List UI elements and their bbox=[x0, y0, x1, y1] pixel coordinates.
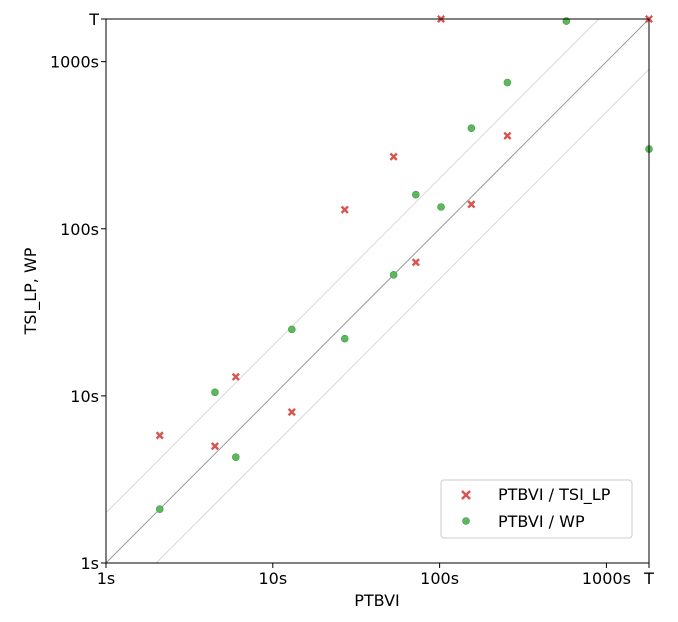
y-axis-title: TSI_LP, WP bbox=[21, 247, 41, 335]
legend-label-series-1: PTBVI / TSI_LP bbox=[498, 485, 611, 505]
legend: PTBVI / TSI_LP PTBVI / WP bbox=[440, 479, 633, 539]
point-series-2-6 bbox=[412, 190, 420, 199]
reference-lines bbox=[105, 18, 650, 564]
legend-box bbox=[440, 479, 633, 539]
point-series-1-0 bbox=[155, 431, 164, 440]
point-series-1-2 bbox=[231, 372, 240, 381]
reference-line-2 bbox=[155, 68, 650, 564]
legend-label-series-2: PTBVI / WP bbox=[498, 512, 585, 531]
point-series-1-4 bbox=[340, 205, 349, 214]
plot-area-frame bbox=[105, 18, 650, 564]
point-series-2-0 bbox=[155, 505, 164, 513]
x-tick-label-1: 10s bbox=[258, 569, 287, 588]
x-axis-title: PTBVI bbox=[354, 591, 400, 610]
y-tick-label-4: T bbox=[88, 10, 99, 29]
point-series-2-4 bbox=[340, 334, 349, 343]
data-markers bbox=[155, 14, 654, 513]
legend-marker-wp-circle-icon bbox=[462, 517, 470, 525]
point-series-2-3 bbox=[288, 325, 296, 334]
y-tick-label-1: 10s bbox=[70, 387, 99, 406]
x-tick-label-3: 1000s bbox=[582, 569, 631, 588]
point-series-2-9 bbox=[503, 78, 512, 87]
point-series-1-9 bbox=[503, 131, 512, 140]
point-series-1-3 bbox=[287, 408, 296, 417]
x-axis-ticks: 1s 10s 100s 1000s T bbox=[97, 563, 654, 588]
point-series-2-5 bbox=[389, 271, 398, 279]
reference-line-0 bbox=[105, 18, 650, 564]
point-series-2-8 bbox=[467, 124, 476, 132]
x-tick-label-2: 100s bbox=[420, 569, 459, 588]
point-series-2-2 bbox=[232, 453, 240, 461]
reference-line-1 bbox=[105, 18, 600, 514]
point-series-1-5 bbox=[389, 152, 398, 161]
legend-marker-tsi-lp-x-icon bbox=[461, 490, 471, 500]
point-series-1-1 bbox=[210, 442, 220, 451]
y-tick-label-2: 100s bbox=[60, 220, 99, 239]
point-series-2-1 bbox=[211, 388, 219, 397]
point-series-1-8 bbox=[467, 200, 476, 209]
point-series-1-6 bbox=[411, 258, 420, 267]
y-tick-label-0: 1s bbox=[80, 554, 99, 573]
y-axis-ticks: 1s 10s 100s 1000s T bbox=[50, 10, 106, 573]
y-tick-label-3: 1000s bbox=[50, 53, 99, 72]
x-tick-label-4: T bbox=[643, 569, 654, 588]
point-series-2-7 bbox=[437, 203, 445, 211]
x-tick-label-0: 1s bbox=[97, 569, 116, 588]
